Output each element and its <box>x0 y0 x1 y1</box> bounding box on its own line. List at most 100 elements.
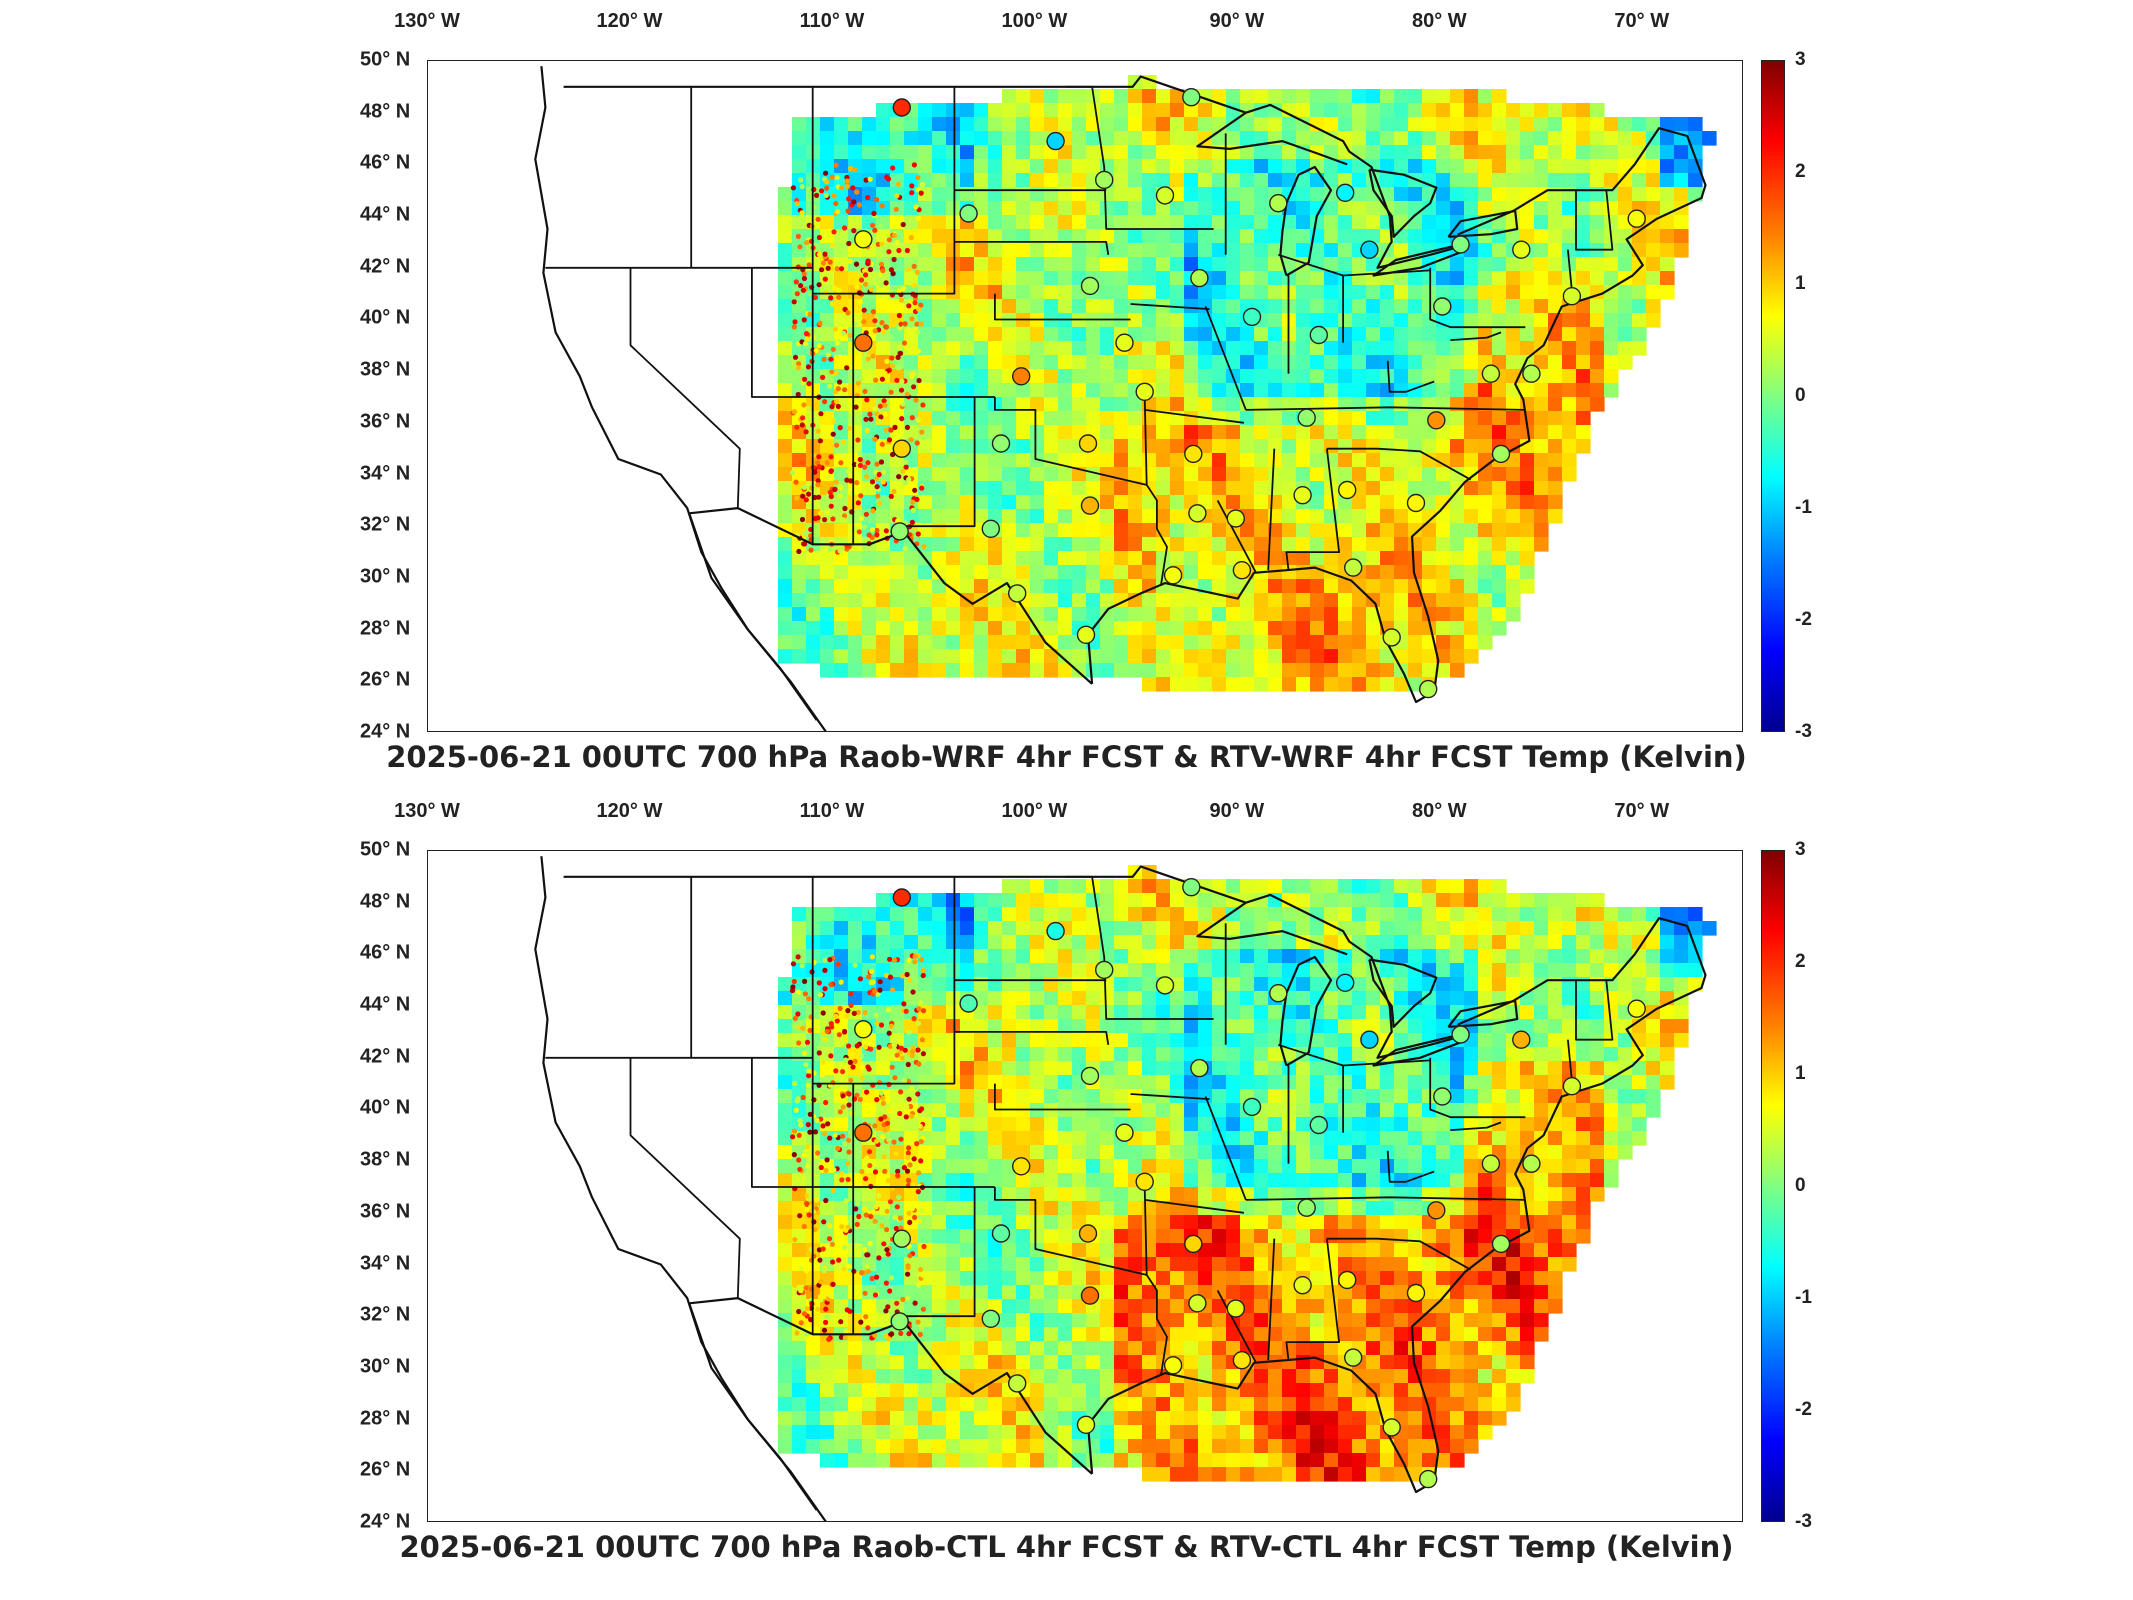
raob-station-marker <box>1627 209 1646 228</box>
longitude-tick-label: 120° W <box>596 10 663 32</box>
raob-station-marker <box>1184 1234 1203 1254</box>
raob-station-marker <box>1226 1299 1245 1318</box>
longitude-tick-label: 110° W <box>799 10 865 32</box>
raob-station-marker <box>1080 1286 1100 1305</box>
longitude-tick-label: 80° W <box>1411 10 1467 32</box>
longitude-tick-label: 80° W <box>1411 800 1467 822</box>
longitude-tick-label: 130° W <box>394 10 460 32</box>
raob-station-marker <box>959 204 978 223</box>
raob-station-marker <box>1226 509 1245 528</box>
raob-station-marker <box>1046 921 1065 941</box>
colorbar-tick-label: 3 <box>1795 839 1806 860</box>
colorbar-tick-label: 1 <box>1795 1063 1806 1084</box>
latitude-tick-label: 40° N <box>360 306 411 329</box>
raob-station-marker <box>959 994 978 1013</box>
longitude-tick-label: 130° W <box>394 800 460 822</box>
raob-station-marker <box>1008 1374 1027 1393</box>
raob-station-marker <box>854 333 873 352</box>
raob-station-marker <box>1451 235 1470 254</box>
colorbar-tick-label: -1 <box>1795 497 1812 518</box>
colorbar-tick-label: 3 <box>1795 49 1806 70</box>
raob-station-marker <box>1512 1030 1531 1049</box>
latitude-tick-label: 26° N <box>360 668 411 691</box>
longitude-tick-label: 90° W <box>1209 800 1265 822</box>
raob-station-marker <box>1269 193 1288 213</box>
raob-station-marker <box>1078 434 1098 453</box>
latitude-tick-label: 44° N <box>360 203 411 226</box>
raob-station-marker <box>854 1123 873 1142</box>
raob-station-marker <box>1522 364 1541 383</box>
latitude-tick-label: 42° N <box>360 255 411 278</box>
latitude-tick-label: 30° N <box>360 565 411 588</box>
latitude-tick-label: 40° N <box>360 1096 411 1119</box>
raob-station-marker <box>1451 1025 1470 1044</box>
raob-station-marker <box>1012 367 1031 386</box>
raob-station-marker <box>1338 1270 1357 1290</box>
map-area <box>427 850 1743 1522</box>
raob-station-marker <box>1382 1418 1401 1437</box>
raob-station-marker <box>1115 1123 1134 1142</box>
longitude-tick-label: 70° W <box>1614 800 1670 822</box>
latitude-tick-label: 50° N <box>360 838 411 861</box>
raob-station-marker <box>1012 1157 1031 1176</box>
raob-station-marker <box>1336 183 1355 203</box>
raob-station-marker <box>1078 1224 1098 1243</box>
longitude-tick-label: 120° W <box>596 800 663 822</box>
raob-station-marker <box>1135 382 1154 401</box>
raob-station-marker <box>1095 960 1114 980</box>
latitude-tick-label: 42° N <box>360 1045 411 1068</box>
raob-station-marker <box>1242 1097 1262 1117</box>
panel-bottom: 130° W 120° W 110° W 100° W 90° W 80° W 70° W 5… <box>0 790 2133 1580</box>
raob-station-marker <box>1562 286 1582 306</box>
raob-station-marker <box>1427 1201 1446 1220</box>
raob-station-marker <box>1406 1283 1426 1303</box>
raob-station-marker <box>1163 1356 1183 1375</box>
raob-station-marker <box>1293 1276 1312 1295</box>
raob-station-marker <box>991 1224 1011 1243</box>
raob-station-marker <box>1155 976 1175 995</box>
longitude-tick-label: 110° W <box>799 800 865 822</box>
raob-station-marker <box>1360 1030 1379 1049</box>
raob-station-marker <box>1080 496 1100 515</box>
raob-station-marker <box>1155 186 1175 205</box>
raob-station-marker <box>1269 983 1288 1003</box>
raob-station-marker <box>1095 170 1114 190</box>
raob-station-marker <box>1512 240 1531 259</box>
colorbar-tick-label: 0 <box>1795 385 1806 406</box>
raob-station-marker <box>1163 566 1183 585</box>
colorbar-tick-label: 2 <box>1795 161 1806 182</box>
panel-title: 2025-06-21 00UTC 700 hPa Raob-WRF 4hr FC… <box>386 740 1747 774</box>
mexico-border <box>689 1297 1093 1475</box>
raob-station-marker <box>1419 679 1438 699</box>
raob-station-marker <box>1491 1234 1511 1254</box>
raob-station-marker <box>1046 131 1065 151</box>
latitude-tick-label: 24° N <box>360 720 411 743</box>
latitude-tick-label: 36° N <box>360 1200 411 1223</box>
panel-top: 130° W 120° W 110° W 100° W 90° W 80° W 70° W 5… <box>0 0 2133 790</box>
raob-station-marker <box>1406 493 1426 513</box>
latitude-tick-label: 34° N <box>360 1252 411 1275</box>
raob-station-marker <box>1115 333 1134 352</box>
raob-station-marker <box>1481 1154 1501 1173</box>
latitude-tick-label: 28° N <box>360 1407 411 1430</box>
raob-station-marker <box>1309 1115 1328 1135</box>
latitude-tick-label: 24° N <box>360 1510 411 1533</box>
raob-station-marker <box>1080 276 1100 296</box>
colorbar-tick-label: -3 <box>1795 1511 1812 1532</box>
raob-station-marker <box>1433 1087 1452 1106</box>
colorbar-tick-label: 1 <box>1795 273 1806 294</box>
raob-station-marker <box>1491 444 1511 464</box>
political-boundaries <box>534 856 1707 1521</box>
raob-station-marker <box>1190 268 1209 288</box>
raob-station-marker <box>1232 1351 1252 1370</box>
colorbar-tick-label: -3 <box>1795 721 1812 742</box>
latitude-tick-label: 28° N <box>360 617 411 640</box>
raob-station-marker <box>890 1312 909 1331</box>
latitude-tick-label: 32° N <box>360 513 411 536</box>
raob-station-marker <box>892 1229 911 1248</box>
latitude-tick-label: 38° N <box>360 1148 411 1171</box>
raob-station-marker <box>1182 878 1201 897</box>
latitude-tick-label: 34° N <box>360 462 411 485</box>
raob-station-marker <box>1135 1172 1154 1191</box>
raob-station-marker <box>892 98 911 117</box>
